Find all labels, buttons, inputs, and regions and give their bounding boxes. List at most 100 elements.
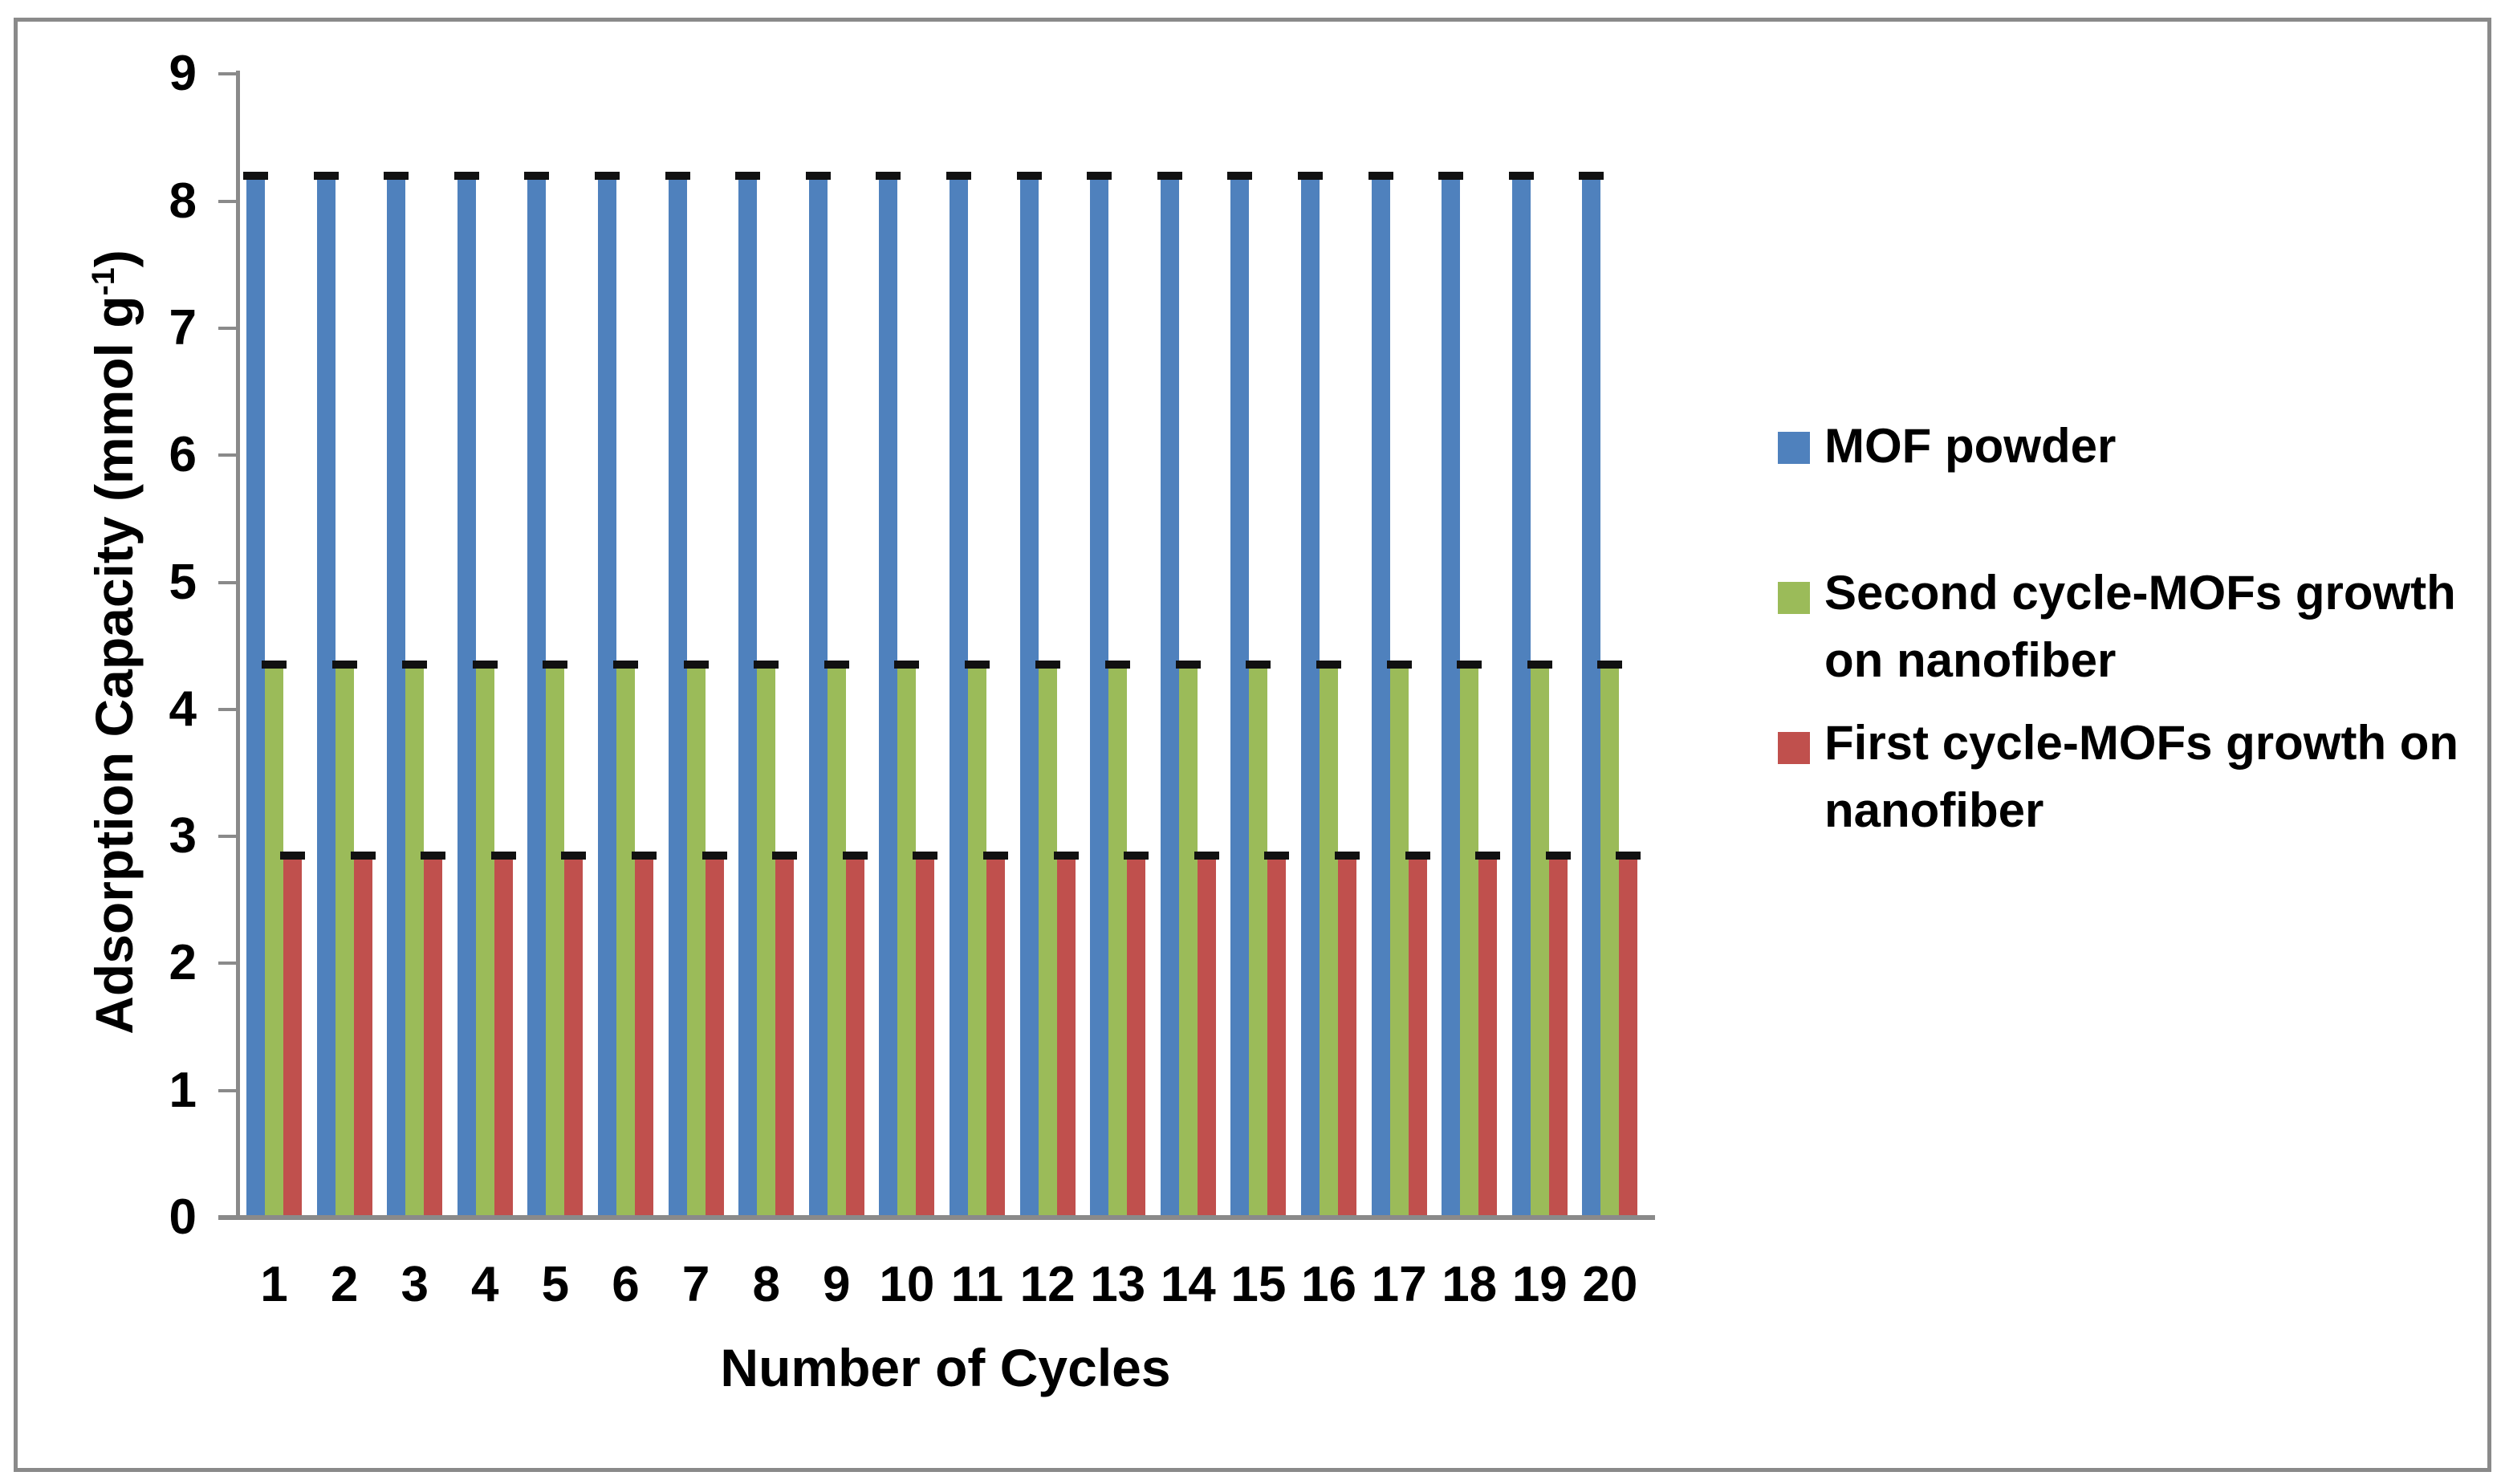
x-tick-label: 9 xyxy=(823,1257,851,1312)
bar-series2-cycle7 xyxy=(686,665,706,1218)
error-cap-series3-cycle18 xyxy=(1475,851,1501,860)
y-tick-label: 1 xyxy=(169,1062,197,1118)
bar-series2-cycle9 xyxy=(827,665,846,1218)
bar-series3-cycle20 xyxy=(1619,855,1638,1218)
bar-series2-cycle17 xyxy=(1389,665,1409,1218)
y-axis-tick xyxy=(218,1088,236,1092)
error-cap-series2-cycle9 xyxy=(824,661,849,669)
error-cap-series1-cycle10 xyxy=(876,171,901,180)
legend-swatch-mof-powder xyxy=(1778,432,1810,464)
legend-label: First cycle-MOFs growth on nanofiber xyxy=(1824,709,2501,844)
bar-series2-cycle5 xyxy=(546,665,565,1218)
error-cap-series2-cycle18 xyxy=(1457,661,1482,669)
bar-series1-cycle8 xyxy=(738,175,758,1218)
y-tick-label: 4 xyxy=(169,681,197,737)
bar-series2-cycle2 xyxy=(335,665,354,1218)
error-cap-series2-cycle7 xyxy=(683,661,709,669)
error-cap-series3-cycle12 xyxy=(1053,851,1079,860)
error-cap-series3-cycle4 xyxy=(490,851,516,860)
bar-series2-cycle19 xyxy=(1530,665,1549,1218)
bar-series1-cycle17 xyxy=(1371,175,1390,1218)
y-axis-title-close: ) xyxy=(84,250,144,268)
error-cap-series2-cycle4 xyxy=(472,661,498,669)
bar-series3-cycle6 xyxy=(635,855,653,1218)
error-cap-series3-cycle14 xyxy=(1194,851,1219,860)
bar-series3-cycle1 xyxy=(283,855,302,1218)
y-tick-label: 3 xyxy=(169,808,197,864)
error-cap-series2-cycle13 xyxy=(1105,661,1131,669)
bar-series1-cycle9 xyxy=(808,175,828,1218)
error-cap-series3-cycle19 xyxy=(1545,851,1571,860)
error-cap-series2-cycle14 xyxy=(1175,661,1201,669)
bar-series2-cycle13 xyxy=(1108,665,1128,1218)
bar-series3-cycle19 xyxy=(1548,855,1568,1218)
error-cap-series1-cycle8 xyxy=(735,171,761,180)
bar-series3-cycle4 xyxy=(494,855,513,1218)
x-tick-label: 2 xyxy=(330,1257,359,1312)
bar-series2-cycle6 xyxy=(616,665,635,1218)
y-tick-label: 8 xyxy=(169,173,197,229)
error-cap-series1-cycle16 xyxy=(1298,171,1323,180)
bar-series3-cycle8 xyxy=(775,855,795,1218)
error-cap-series3-cycle3 xyxy=(421,851,446,860)
bar-series1-cycle20 xyxy=(1582,175,1601,1218)
bar-series1-cycle10 xyxy=(879,175,898,1218)
error-cap-series1-cycle12 xyxy=(1016,171,1042,180)
bar-series3-cycle3 xyxy=(424,855,443,1218)
x-tick-label: 18 xyxy=(1442,1257,1498,1312)
error-cap-series2-cycle3 xyxy=(402,661,428,669)
error-cap-series1-cycle9 xyxy=(805,171,831,180)
error-cap-series2-cycle8 xyxy=(754,661,779,669)
x-tick-label: 17 xyxy=(1371,1257,1427,1312)
bar-series2-cycle4 xyxy=(475,665,494,1218)
error-cap-series2-cycle17 xyxy=(1386,661,1412,669)
error-cap-series2-cycle15 xyxy=(1246,661,1271,669)
error-cap-series1-cycle20 xyxy=(1579,171,1604,180)
y-tick-label: 5 xyxy=(169,554,197,610)
error-cap-series3-cycle1 xyxy=(280,851,305,860)
bar-series3-cycle10 xyxy=(916,855,935,1218)
bar-series1-cycle6 xyxy=(598,175,616,1218)
y-axis-line xyxy=(236,71,240,1220)
x-tick-label: 8 xyxy=(752,1257,780,1312)
y-tick-label: 7 xyxy=(169,299,197,356)
error-cap-series1-cycle17 xyxy=(1368,171,1393,180)
error-cap-series1-cycle13 xyxy=(1087,171,1112,180)
x-tick-label: 13 xyxy=(1090,1257,1146,1312)
error-cap-series2-cycle19 xyxy=(1527,661,1552,669)
y-tick-label: 0 xyxy=(169,1189,197,1245)
bar-series3-cycle17 xyxy=(1408,855,1427,1218)
y-tick-label: 9 xyxy=(169,46,197,102)
error-cap-series1-cycle11 xyxy=(946,171,971,180)
y-axis-tick xyxy=(218,453,236,457)
y-axis-tick xyxy=(218,199,236,203)
bar-series1-cycle2 xyxy=(316,175,336,1218)
bar-series3-cycle2 xyxy=(353,855,372,1218)
error-cap-series1-cycle7 xyxy=(665,171,690,180)
error-cap-series3-cycle8 xyxy=(772,851,798,860)
error-cap-series3-cycle10 xyxy=(913,851,938,860)
x-tick-label: 14 xyxy=(1160,1257,1216,1312)
bar-series2-cycle12 xyxy=(1038,665,1057,1218)
bar-series2-cycle10 xyxy=(897,665,917,1218)
bar-series3-cycle14 xyxy=(1197,855,1216,1218)
x-tick-label: 10 xyxy=(879,1257,935,1312)
error-cap-series3-cycle20 xyxy=(1616,851,1641,860)
y-axis-title: Adsorption Capacity (mmol g-1) xyxy=(83,250,144,1035)
y-tick-label: 2 xyxy=(169,935,197,991)
bar-series1-cycle11 xyxy=(950,175,968,1218)
error-cap-series2-cycle2 xyxy=(331,661,357,669)
bar-series2-cycle11 xyxy=(968,665,986,1218)
bar-series1-cycle16 xyxy=(1301,175,1320,1218)
y-axis-title-main: Adsorption Capacity (mmol g xyxy=(84,295,144,1035)
error-cap-series1-cycle6 xyxy=(595,171,620,180)
error-cap-series2-cycle6 xyxy=(613,661,638,669)
x-tick-label: 5 xyxy=(541,1257,570,1312)
bar-series1-cycle7 xyxy=(668,175,687,1218)
y-axis-tick xyxy=(218,72,236,76)
y-axis-tick xyxy=(218,962,236,966)
error-cap-series1-cycle15 xyxy=(1227,171,1253,180)
error-cap-series2-cycle5 xyxy=(543,661,568,669)
error-cap-series3-cycle9 xyxy=(842,851,868,860)
